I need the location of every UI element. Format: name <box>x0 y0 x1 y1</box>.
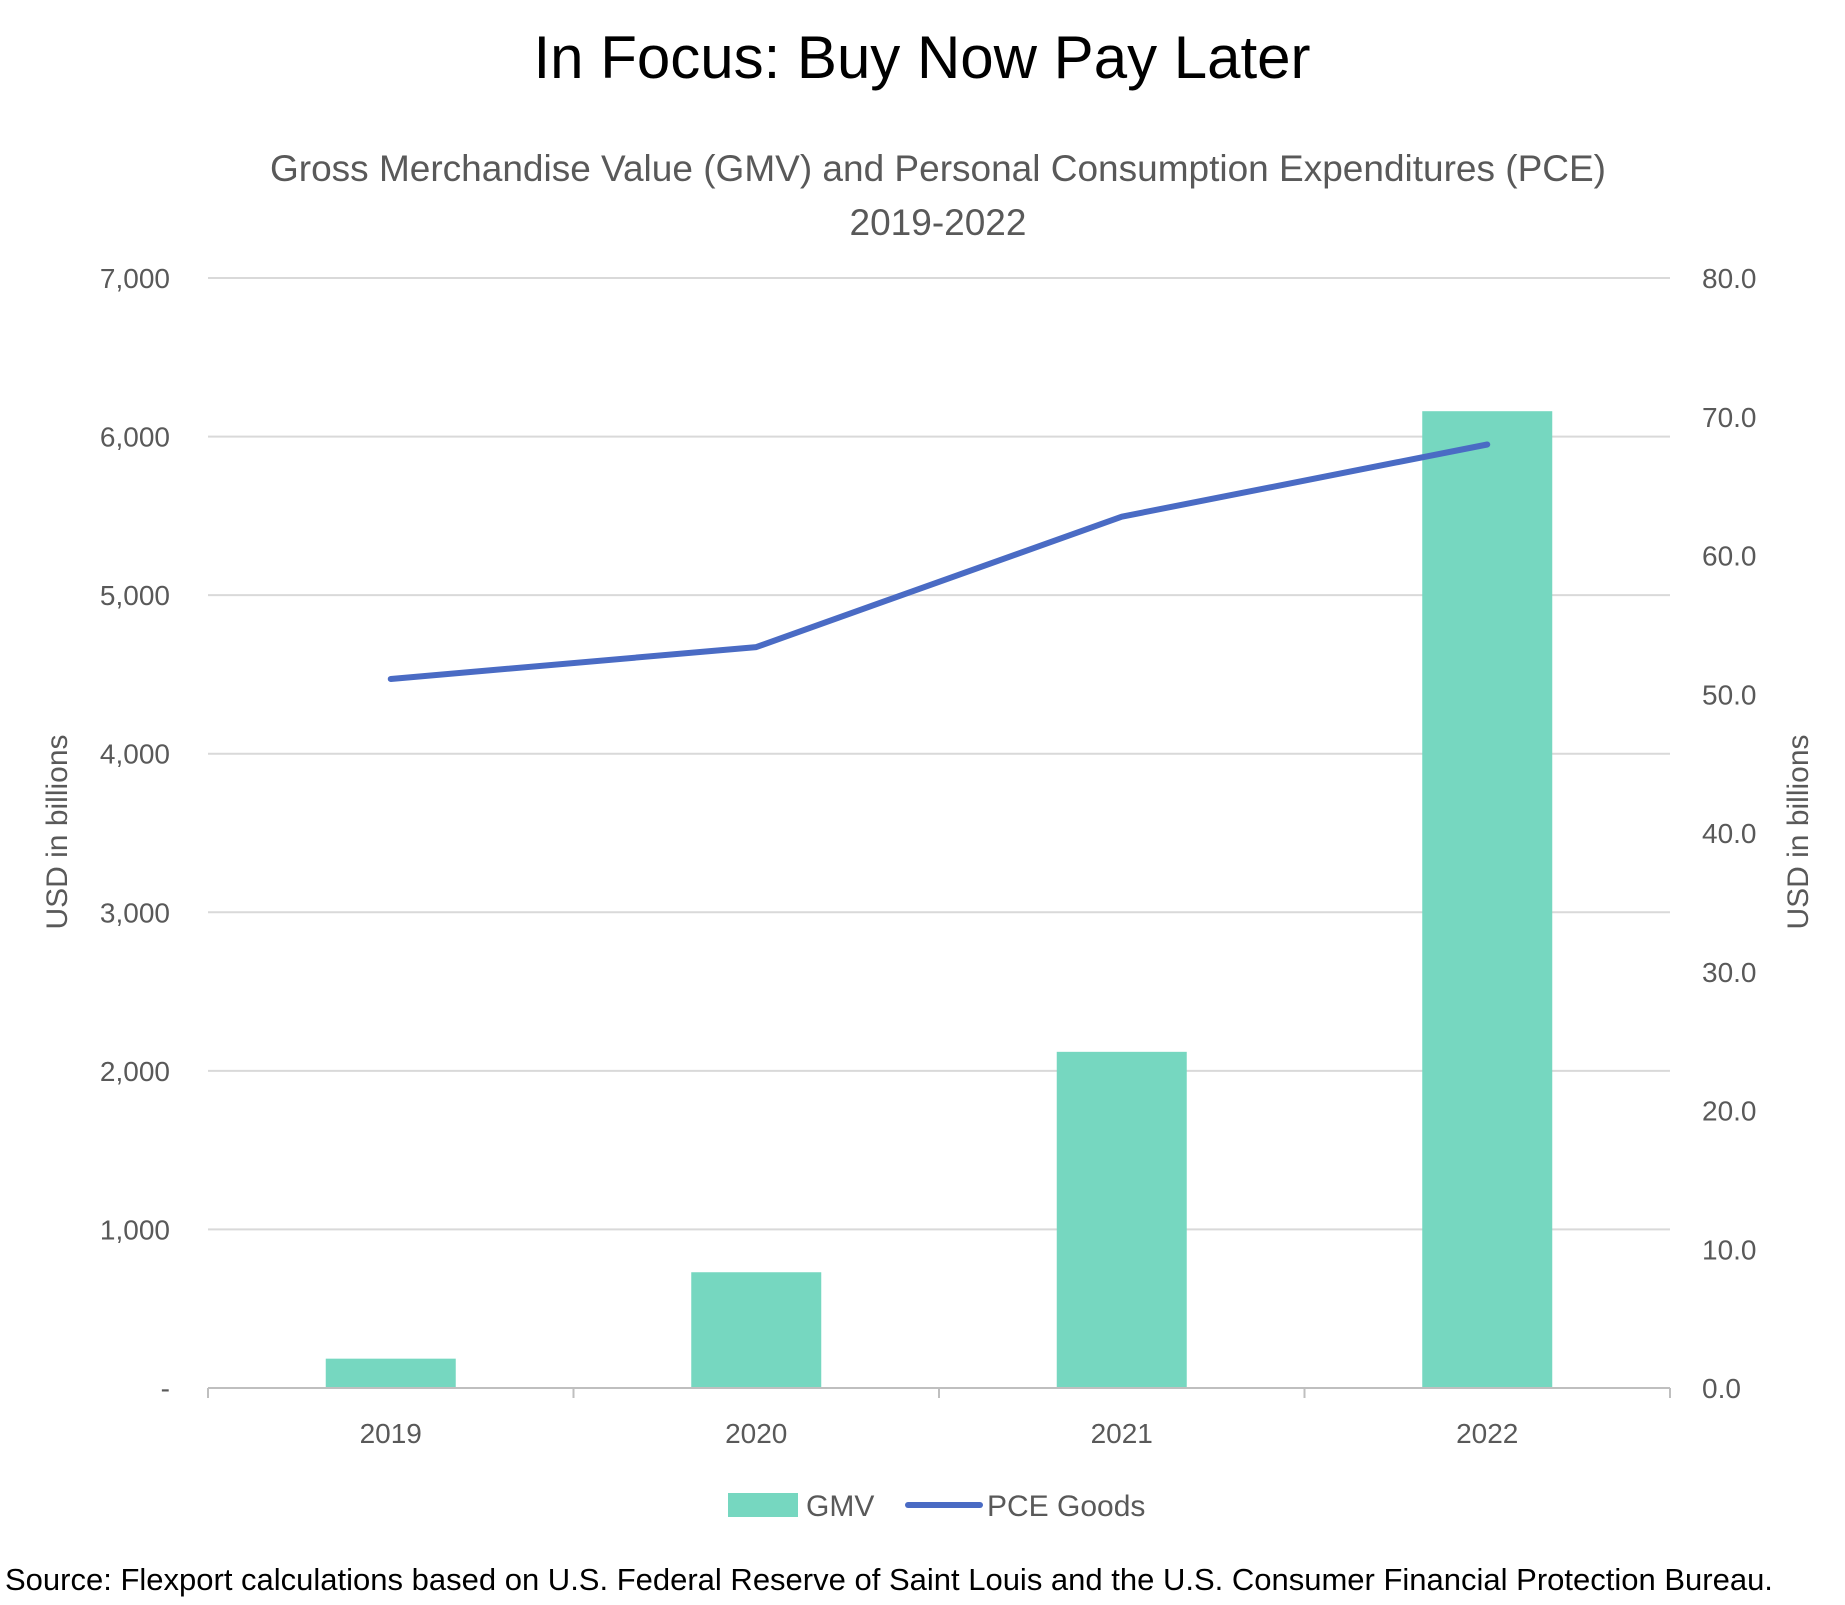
x-tick-label: 2021 <box>1091 1418 1153 1449</box>
left-tick-label: 6,000 <box>100 422 170 453</box>
right-tick-label: 50.0 <box>1702 679 1757 710</box>
legend-pce-label: PCE Goods <box>987 1490 1145 1523</box>
right-tick-label: 70.0 <box>1702 402 1757 433</box>
left-tick-label: 7,000 <box>100 263 170 294</box>
x-axis <box>208 1388 1670 1398</box>
pce-goods-line <box>391 445 1488 679</box>
x-tick-label: 2020 <box>725 1418 787 1449</box>
gmv-bar <box>691 1272 821 1388</box>
gmv-bars <box>326 411 1553 1388</box>
legend-gmv-swatch <box>728 1493 798 1517</box>
legend: GMV PCE Goods <box>728 1490 1145 1523</box>
right-y-axis-ticks: 0.0 10.0 20.0 30.0 40.0 50.0 60.0 70.0 80.0 <box>1702 263 1757 1404</box>
right-tick-label: 0.0 <box>1702 1373 1741 1404</box>
left-tick-label: 3,000 <box>100 897 170 928</box>
right-tick-label: 60.0 <box>1702 541 1757 572</box>
left-tick-label: 2,000 <box>100 1056 170 1087</box>
gmv-bar <box>326 1359 456 1388</box>
left-tick-label: 5,000 <box>100 580 170 611</box>
gmv-bar <box>1057 1052 1187 1388</box>
x-tick-label: 2019 <box>360 1418 422 1449</box>
gmv-bar <box>1422 411 1552 1388</box>
left-tick-label: 4,000 <box>100 739 170 770</box>
right-tick-label: 20.0 <box>1702 1096 1757 1127</box>
x-tick-label: 2022 <box>1456 1418 1518 1449</box>
right-tick-label: 40.0 <box>1702 818 1757 849</box>
left-axis-title: USD in billions <box>41 734 74 929</box>
pce-line-group <box>391 444 1488 679</box>
source-note: Source: Flexport calculations based on U… <box>5 1562 1773 1597</box>
x-axis-ticks: 2019 2020 2021 2022 <box>360 1418 1519 1449</box>
chart-title: In Focus: Buy Now Pay Later <box>533 24 1310 91</box>
chart-subtitle: Gross Merchandise Value (GMV) and Person… <box>270 148 1606 189</box>
chart-subtitle-years: 2019-2022 <box>850 202 1027 243</box>
right-axis-title: USD in billions <box>1782 734 1815 929</box>
left-tick-label: - <box>161 1373 170 1404</box>
legend-gmv-label: GMV <box>806 1490 874 1523</box>
right-tick-label: 30.0 <box>1702 957 1757 988</box>
right-tick-label: 80.0 <box>1702 263 1757 294</box>
left-y-axis-ticks: - 1,000 2,000 3,000 4,000 5,000 6,000 7,000 <box>100 263 170 1404</box>
right-tick-label: 10.0 <box>1702 1234 1757 1265</box>
left-tick-label: 1,000 <box>100 1214 170 1245</box>
